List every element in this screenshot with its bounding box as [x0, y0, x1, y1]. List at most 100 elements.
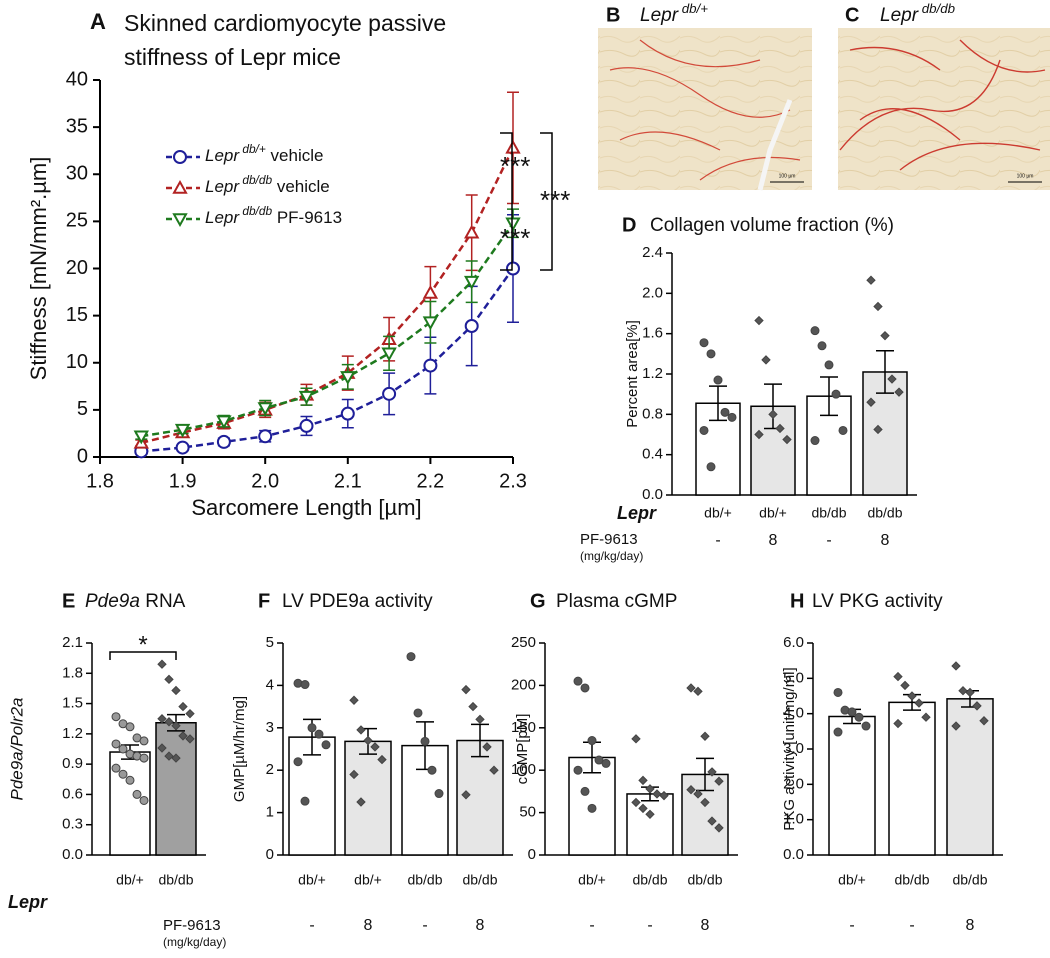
- data-point: [951, 721, 961, 731]
- point: [299, 418, 314, 433]
- data-point: [573, 676, 583, 686]
- treatment-dose: 8: [769, 532, 778, 549]
- treatment-dose: -: [909, 917, 914, 934]
- y-axis-label: cGMP[pM]: [514, 714, 531, 785]
- point: [340, 406, 355, 421]
- x-tick-label: db/db: [407, 872, 442, 888]
- data-point: [377, 754, 387, 765]
- x-tick-label: db/db: [462, 872, 497, 888]
- data-point: [880, 330, 890, 341]
- data-point: [427, 765, 437, 775]
- chart-title: LV PKG activity: [812, 591, 943, 612]
- data-point: [686, 683, 696, 693]
- x-tick-label: db/+: [704, 505, 732, 521]
- y-tick-label: 200: [511, 676, 536, 693]
- data-point: [132, 789, 142, 799]
- scale-bar-label: 100 µm: [1017, 173, 1034, 179]
- data-point: [185, 708, 195, 719]
- data-point: [706, 349, 716, 359]
- data-point: [461, 684, 471, 695]
- data-point: [111, 739, 121, 749]
- data-point: [139, 736, 149, 746]
- error-bar: [709, 385, 727, 422]
- data-point: [700, 731, 710, 741]
- x-tick-label: 2.0: [251, 470, 279, 492]
- data-point: [111, 763, 121, 773]
- error-bar: [876, 350, 894, 394]
- y-tick-label: 6.0: [783, 634, 804, 651]
- y-tick-label: 15: [66, 304, 88, 326]
- x-tick-label: db/db: [632, 872, 667, 888]
- x-tick-label: db/db: [867, 505, 902, 521]
- micrograph-image: [598, 28, 812, 190]
- data-point: [873, 301, 883, 312]
- y-tick-label: 0: [528, 846, 536, 863]
- y-tick-label: 2.0: [783, 775, 804, 792]
- data-point: [171, 721, 181, 731]
- data-point: [817, 341, 827, 351]
- treatment-dose: -: [589, 917, 594, 934]
- data-point: [164, 674, 174, 685]
- point: [175, 440, 190, 455]
- point: [464, 224, 480, 239]
- point: [464, 318, 479, 333]
- data-point: [693, 686, 703, 697]
- data-point: [363, 735, 373, 746]
- y-tick-label: 2.0: [642, 284, 663, 301]
- data-point: [833, 727, 843, 737]
- micrograph-b: [598, 28, 812, 191]
- treatment-dose: -: [849, 917, 854, 934]
- legend-marker: [173, 150, 187, 164]
- y-tick-label: 1.0: [783, 811, 804, 828]
- data-point: [307, 723, 317, 733]
- data-point: [594, 755, 604, 765]
- data-point: [951, 661, 961, 671]
- x-tick-label: 1.8: [86, 470, 114, 492]
- x-tick-label: db/+: [116, 872, 144, 888]
- data-point: [713, 375, 723, 385]
- treatment-dose: -: [826, 532, 831, 549]
- treatment-dose: -: [309, 917, 314, 934]
- data-point: [810, 326, 820, 336]
- x-tick-label: db/db: [952, 872, 987, 888]
- bracket: [500, 132, 513, 271]
- data-point: [475, 714, 485, 725]
- bar: [750, 405, 796, 496]
- data-point: [580, 683, 590, 693]
- error-bar: [471, 723, 489, 758]
- data-point: [638, 775, 648, 786]
- treatment-dose: 8: [966, 917, 975, 934]
- data-point: [118, 744, 128, 754]
- data-point: [824, 360, 834, 370]
- x-tick-label: 1.9: [169, 470, 197, 492]
- data-point: [349, 695, 359, 705]
- data-point: [686, 784, 696, 795]
- chart-title: Pde9a RNA: [85, 591, 186, 612]
- data-point: [645, 809, 655, 820]
- point: [505, 217, 521, 232]
- x-tick-label: db/db: [687, 872, 722, 888]
- data-point: [873, 424, 883, 435]
- y-tick-label: 30: [66, 163, 88, 185]
- y-tick-label: 2.1: [62, 634, 83, 651]
- point: [216, 434, 231, 449]
- treatment-dose: -: [647, 917, 652, 934]
- data-point: [699, 338, 709, 348]
- y-tick-label: 10: [66, 351, 88, 373]
- point: [133, 430, 149, 445]
- y-tick-label: 4: [266, 676, 274, 693]
- data-point: [420, 736, 430, 746]
- y-tick-label: 50: [519, 804, 536, 821]
- data-point: [782, 434, 792, 445]
- y-tick-label: 4.0: [783, 705, 804, 722]
- data-point: [754, 315, 764, 326]
- data-point: [118, 769, 128, 779]
- data-point: [893, 718, 903, 729]
- data-point: [972, 701, 982, 711]
- data-point: [178, 701, 188, 712]
- treatment-dose: 8: [476, 917, 485, 934]
- data-point: [775, 423, 785, 434]
- y-tick-label: 0.8: [642, 405, 663, 422]
- data-point: [468, 701, 478, 712]
